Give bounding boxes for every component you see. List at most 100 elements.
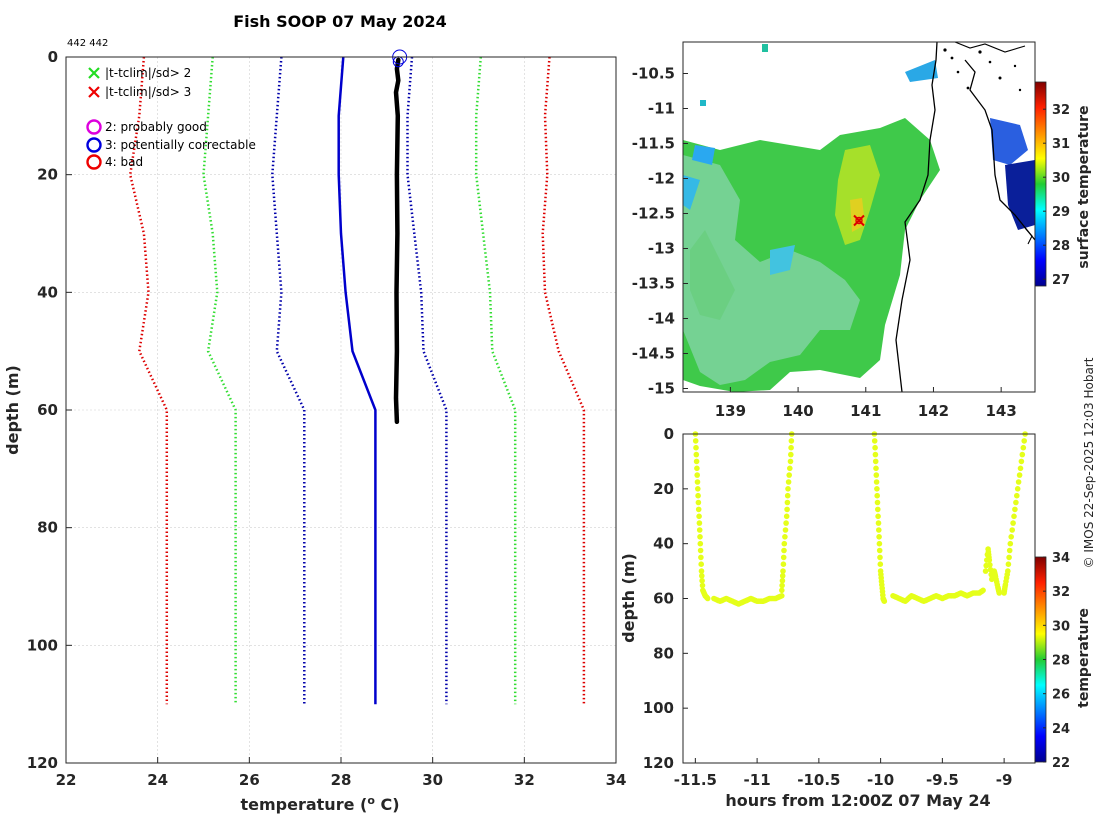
profile-line-clim-3sd [541,56,586,705]
time-depth-point [1018,458,1025,465]
time-depth-point [785,479,792,485]
time-depth-point [693,451,700,458]
time-depth-point [1011,513,1017,520]
map-colorbar-tick-label: 32 [1052,103,1070,118]
time-depth-point [1005,568,1011,574]
time-depth-point [694,479,701,485]
time-depth-points [692,431,1028,607]
time-depth-point [873,472,880,478]
time-depth-point [704,595,711,602]
time-depth-colorbar-ticks: 22 24 26 28 30 32 34 [1043,551,1070,771]
map-content [683,42,1035,392]
map-y-tick-label: -14.5 [632,345,675,363]
time-depth-x-axis-label: hours from 12:00Z 07 May 24 [725,791,990,810]
map-panel: 139 140 141 142 143 -10.5 -11 -11.5 -12 -12.5 -13… [632,41,1092,420]
time-depth-point [1016,472,1023,478]
time-depth-point [874,492,880,499]
chart-title: Fish SOOP 07 May 2024 [233,12,447,31]
time-depth-point [782,527,789,533]
time-depth-point [695,492,701,499]
time-depth-colorbar-label: temperature [1076,608,1092,708]
profile-x-axis-label: temperature (o C) [240,794,399,814]
map-y-tick-label: -15 [648,380,675,398]
time-depth-point [873,465,879,472]
time-depth-point [782,534,788,540]
time-depth-point [877,561,884,567]
time-depth-point [697,547,704,554]
time-depth-y-tick-label: 40 [653,535,674,553]
time-depth-point [876,547,883,554]
time-depth-point [785,486,791,492]
time-depth-point [873,479,880,485]
profile-x-tick-label: 32 [514,771,535,789]
map-position-x [853,214,865,227]
time-depth-point [872,458,879,465]
sst-field [683,44,1035,392]
map-colorbar-tick-label: 27 [1052,273,1070,288]
time-depth-y-tick-label: 0 [664,425,674,443]
map-position-marker [853,214,865,227]
time-depth-point [871,438,878,444]
profile-y-tick-label: 80 [37,519,58,537]
time-depth-x-tick-label: -11.5 [674,771,717,789]
map-position-dot [855,216,863,225]
coastline [895,42,1035,392]
time-depth-point [1009,527,1015,533]
time-depth-point [788,444,794,451]
legend-circle-marker [86,119,102,135]
map-colorbar-tick-label: 30 [1052,171,1070,186]
time-depth-point [980,587,986,594]
map-colorbar-label: surface temperature [1076,105,1092,268]
time-depth-point [1013,499,1019,506]
legend-label: 2: probably good [105,120,207,134]
profile-y-tick-label: 0 [48,48,58,66]
time-depth-panel: -11.5 -11 -10.5 -10 -9.5 -9 0 20 40 60 80 100 120 h… [619,425,1092,810]
time-depth-point [784,506,790,513]
map-y-tick-label: -13 [648,240,675,258]
time-depth-colorbar-tick-label: 30 [1052,619,1070,634]
legend-label: 3: potentially correctable [105,138,256,152]
time-depth-point [875,513,881,520]
profile-y-tick-label: 120 [27,754,58,772]
legend-label: 4: bad [105,155,143,169]
time-depth-point [788,451,794,458]
time-depth-point [1005,561,1012,567]
time-depth-y-tick-label: 60 [653,590,674,608]
profile-x-ticks: 22 24 26 28 30 32 34 [56,757,626,789]
time-depth-point [783,520,789,526]
time-depth-point [874,499,881,506]
time-depth-plot-area [683,434,1035,763]
time-depth-point [876,540,883,547]
map-y-tick-label: -11.5 [632,135,675,153]
profile-legend: |t-tclim|/sd> 2 |t-tclim|/sd> 3 2: probabl… [86,66,256,170]
time-depth-point [1008,534,1014,540]
legend-circle-marker [86,137,102,153]
time-depth-point [779,587,785,594]
profile-x-tick-label: 28 [331,771,352,789]
time-depth-point [786,472,792,478]
time-depth-point [1012,506,1018,513]
time-depth-y-axis-label: depth (m) [619,553,638,643]
time-depth-point [779,577,786,584]
time-depth-point [694,465,700,472]
time-depth-point [874,486,880,492]
time-depth-point [1015,479,1022,485]
map-y-ticks: -10.5 -11 -11.5 -12 -12.5 -13 -13.5 -14 -14.5 -15 [632,65,688,398]
time-depth-point [698,568,705,574]
time-depth-point [698,561,704,567]
time-depth-colorbar-tick-label: 32 [1052,585,1070,600]
time-depth-x-tick-label: -10.5 [797,771,840,789]
legend-label: |t-tclim|/sd> 3 [105,85,191,99]
time-depth-point [872,444,878,451]
time-depth-point [784,499,791,506]
time-depth-y-tick-label: 120 [643,754,674,772]
map-x-tick-label: 140 [782,402,813,420]
profile-line-clim-2sd [474,56,517,705]
credit-text: © IMOS 22-Sep-2025 12:03 Hobart [1082,357,1096,568]
profile-line-clim-3sd [128,56,169,705]
time-depth-y-ticks: 0 20 40 60 80 100 120 [643,425,688,772]
map-y-tick-label: -13.5 [632,275,675,293]
time-depth-point [787,465,793,472]
profile-line-clim-1sd [406,56,448,705]
profile-y-tick-label: 100 [27,636,58,654]
